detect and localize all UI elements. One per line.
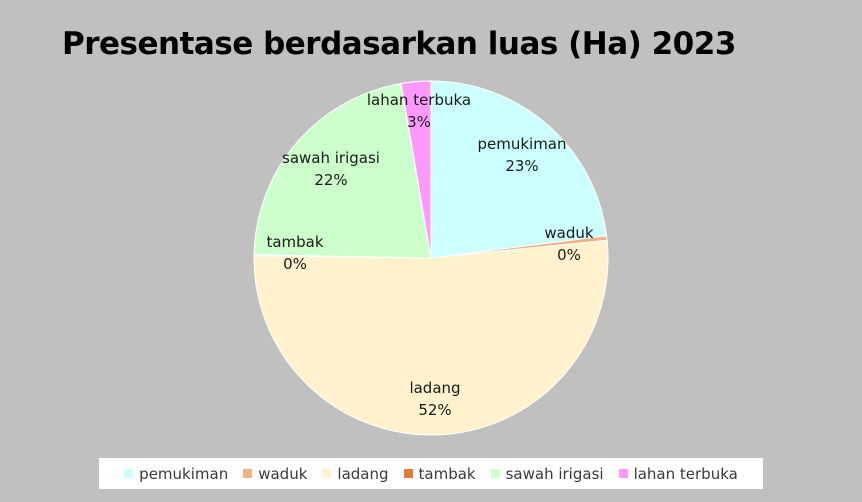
data-label-percent: 23% [505,157,538,175]
legend-swatch [243,469,253,478]
legend-swatch [322,469,332,478]
legend-item: lahan terbuka [618,464,738,483]
legend-label: pemukiman [139,464,229,483]
data-label-category: sawah irigasi [282,149,380,167]
legend-label: lahan terbuka [633,464,738,483]
data-label-percent: 52% [418,401,451,419]
pie-slice-sawah-irigasi [253,82,432,259]
data-label-percent: 0% [557,246,581,264]
data-label-percent: 3% [407,113,431,131]
pie-slice-ladang [253,239,609,436]
pie-slice-pemukiman [430,80,608,259]
pie-labels: pemukiman 23% waduk 0% ladang 52% tambak 0% sawa… [266,91,593,419]
legend-item: pemukiman [124,465,228,483]
legend-label: tambak [418,464,476,483]
data-label-percent: 22% [314,171,347,189]
data-label-category: tambak [266,233,323,251]
legend-item: sawah irigasi [490,464,604,483]
legend: pemukiman waduk ladang tambak sawah irigasi l… [99,458,763,489]
legend-item: waduk [243,465,307,483]
data-label-category: waduk [544,224,593,242]
legend-item: ladang [322,464,389,483]
data-label-category: lahan terbuka [367,91,471,109]
legend-label: sawah irigasi [505,464,604,483]
legend-swatch [618,469,628,478]
legend-swatch [490,469,500,478]
data-label-category: pemukiman [477,135,566,153]
pie-slices [253,80,609,436]
legend-label: waduk [258,464,308,483]
pie-slice-lahan-terbuka [400,80,432,259]
data-label-category: ladang [409,379,460,397]
data-label-percent: 0% [283,255,307,273]
chart-title: Presentase berdasarkan luas (Ha) 2023 [62,26,736,62]
legend-swatch [403,469,413,478]
legend-swatch [124,469,134,478]
legend-item: tambak [403,464,476,483]
legend-label: ladang [337,464,389,483]
